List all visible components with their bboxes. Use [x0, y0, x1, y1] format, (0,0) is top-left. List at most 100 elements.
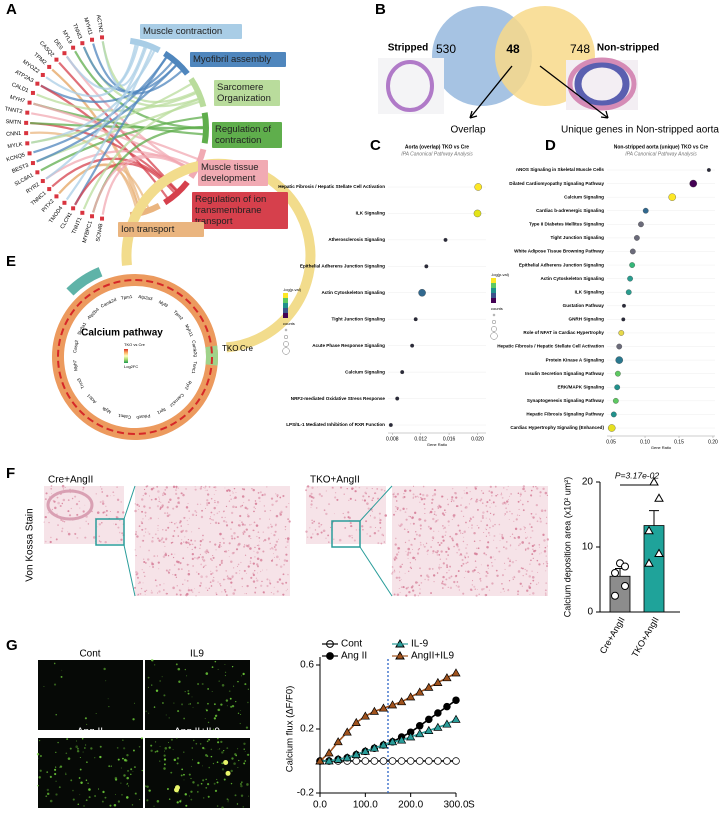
- texture: [53, 500, 56, 503]
- texture: [455, 496, 458, 499]
- texture: [399, 591, 401, 593]
- dot: [615, 370, 621, 377]
- texture: [177, 710, 180, 713]
- texture: [461, 559, 464, 562]
- texture: [233, 532, 236, 535]
- texture: [480, 520, 482, 522]
- texture: [211, 518, 213, 521]
- texture: [462, 532, 464, 535]
- texture: [491, 582, 494, 585]
- label: Overlap: [450, 125, 485, 136]
- size-key: [492, 320, 497, 325]
- texture: [158, 500, 160, 503]
- marker: [315, 756, 325, 765]
- legend-label: Ang II: [341, 651, 367, 662]
- histology-image: [306, 486, 386, 544]
- texture: [500, 591, 502, 593]
- colorbar: [491, 293, 496, 298]
- texture: [79, 507, 81, 509]
- dot: [618, 330, 625, 336]
- texture: [183, 516, 186, 519]
- texture: [253, 529, 255, 532]
- texture: [224, 590, 227, 593]
- texture: [509, 536, 511, 538]
- texture: [436, 550, 439, 553]
- y-tick-label: 0.6: [300, 660, 314, 671]
- texture: [375, 526, 377, 528]
- texture: [219, 541, 221, 544]
- texture: [232, 491, 233, 492]
- texture: [355, 529, 357, 531]
- colorbar: [283, 303, 288, 308]
- marker: [451, 668, 461, 677]
- texture: [432, 517, 435, 521]
- texture: [471, 524, 473, 527]
- texture: [47, 512, 49, 514]
- texture: [120, 782, 122, 784]
- texture: [275, 514, 279, 518]
- texture: [217, 737, 219, 740]
- texture: [546, 545, 548, 547]
- marker: [351, 749, 361, 758]
- texture: [216, 505, 218, 507]
- colorbar: [491, 278, 496, 283]
- texture: [61, 502, 64, 505]
- texture: [407, 586, 409, 589]
- texture: [268, 518, 270, 520]
- y-tick-label: -0.2: [297, 788, 315, 799]
- texture: [281, 582, 283, 584]
- texture: [210, 522, 212, 524]
- texture: [204, 489, 206, 491]
- texture: [144, 561, 147, 564]
- texture: [284, 529, 286, 531]
- texture: [487, 531, 490, 534]
- texture: [391, 566, 394, 568]
- texture: [148, 549, 150, 552]
- texture: [268, 539, 270, 541]
- marker: [378, 703, 389, 712]
- texture: [202, 746, 205, 750]
- texture: [88, 796, 91, 799]
- point: [654, 548, 664, 557]
- texture: [453, 580, 456, 584]
- texture: [489, 518, 491, 520]
- texture: [419, 501, 421, 503]
- texture: [243, 530, 246, 534]
- texture: [188, 517, 190, 519]
- texture: [226, 594, 228, 596]
- texture: [412, 522, 415, 525]
- texture: [442, 580, 444, 583]
- texture: [256, 551, 259, 554]
- texture: [201, 509, 203, 512]
- texture: [439, 558, 441, 560]
- texture: [468, 503, 470, 505]
- texture: [153, 555, 156, 558]
- texture: [325, 490, 327, 492]
- texture: [239, 569, 241, 572]
- y-tick-label: 10: [582, 542, 594, 553]
- texture: [43, 521, 45, 523]
- texture: [432, 495, 434, 497]
- texture: [325, 537, 327, 539]
- texture: [185, 488, 187, 490]
- texture: [440, 567, 442, 569]
- texture: [539, 491, 542, 494]
- texture: [218, 511, 220, 513]
- texture: [247, 701, 249, 704]
- texture: [177, 667, 181, 671]
- texture: [180, 525, 183, 527]
- texture: [67, 532, 71, 536]
- texture: [427, 525, 430, 528]
- texture: [437, 507, 440, 509]
- texture: [194, 539, 197, 542]
- gene-label: TNNT1: [71, 216, 83, 235]
- texture: [544, 491, 548, 495]
- category-label: Atherosclerosis Signaling: [328, 237, 385, 242]
- texture: [465, 491, 469, 495]
- texture: [158, 496, 160, 498]
- texture: [526, 589, 529, 592]
- colorbar: [491, 283, 496, 288]
- texture: [399, 579, 401, 582]
- texture: [207, 795, 210, 798]
- texture: [462, 540, 465, 543]
